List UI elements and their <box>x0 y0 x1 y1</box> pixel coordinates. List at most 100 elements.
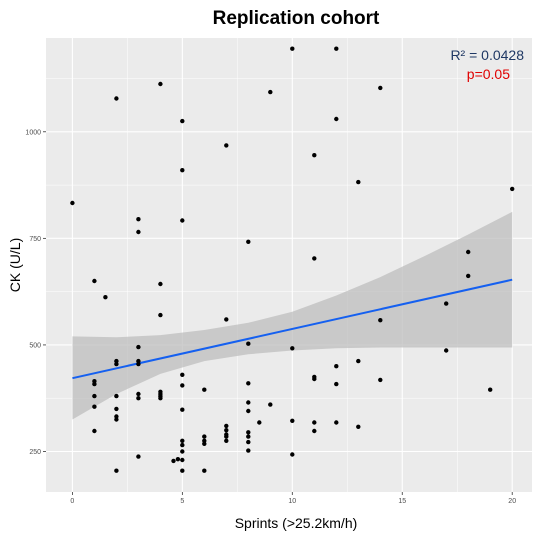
x-tick-label: 20 <box>508 498 516 505</box>
x-tick-label: 5 <box>180 498 184 505</box>
data-point <box>158 312 163 318</box>
data-point <box>334 420 339 425</box>
data-point <box>268 89 273 95</box>
data-point <box>114 406 119 412</box>
data-point <box>378 318 383 323</box>
data-point <box>180 218 185 223</box>
data-point <box>136 344 141 350</box>
data-point <box>114 393 119 399</box>
x-tick-label: 15 <box>398 498 406 505</box>
data-point <box>246 434 251 439</box>
data-point <box>246 439 251 445</box>
y-tick-label: 250 <box>29 449 41 456</box>
x-axis-title: Sprints (>25.2km/h) <box>235 515 358 531</box>
data-point <box>202 387 207 392</box>
data-point <box>180 438 185 443</box>
data-point <box>356 358 361 364</box>
data-point <box>136 396 141 401</box>
data-point <box>136 454 141 459</box>
data-point <box>180 442 185 448</box>
data-point <box>114 468 119 473</box>
data-point <box>136 217 141 222</box>
confidence-band-group <box>72 211 513 420</box>
data-point <box>180 383 185 388</box>
data-point <box>180 407 185 412</box>
data-point <box>136 229 141 235</box>
data-point <box>92 278 97 284</box>
data-point <box>444 348 449 353</box>
axis-ticks: 0 5 10 15 20 250 500 750 1000 <box>25 129 516 505</box>
data-point <box>312 428 317 434</box>
data-point <box>334 116 339 122</box>
y-axis-title: CK (U/L) <box>7 238 23 292</box>
data-point <box>92 381 97 387</box>
data-point <box>180 168 185 173</box>
gridlines <box>46 38 532 492</box>
x-tick-label: 10 <box>288 498 296 505</box>
data-point <box>180 372 185 377</box>
data-point <box>224 434 229 439</box>
data-point <box>246 448 251 453</box>
data-point <box>290 46 295 51</box>
data-point <box>158 81 163 87</box>
data-point <box>466 273 471 279</box>
data-point <box>171 458 176 464</box>
data-point <box>224 143 229 148</box>
y-tick-label: 750 <box>29 236 41 243</box>
data-point <box>180 457 185 463</box>
data-point <box>202 434 207 439</box>
data-point <box>92 393 97 399</box>
x-tick-label: 0 <box>70 498 74 505</box>
data-point <box>114 361 119 367</box>
data-point <box>334 46 339 51</box>
data-point <box>70 200 75 206</box>
data-point <box>180 118 185 124</box>
data-point <box>92 404 97 409</box>
data-point <box>180 449 185 454</box>
data-point <box>334 381 339 387</box>
data-point <box>158 396 163 401</box>
chart-title: Replication cohort <box>213 8 380 29</box>
data-point <box>312 420 317 425</box>
data-point <box>202 441 207 446</box>
data-point <box>290 346 295 351</box>
data-point <box>312 376 317 382</box>
data-points <box>70 46 515 473</box>
data-point <box>246 341 251 346</box>
confidence-band <box>72 211 513 420</box>
y-tick-label: 500 <box>29 342 41 349</box>
data-point <box>488 387 493 392</box>
data-point <box>290 452 295 457</box>
data-point <box>466 249 471 255</box>
data-point <box>312 256 317 261</box>
data-point <box>378 85 383 91</box>
data-point <box>246 408 251 414</box>
data-point <box>334 364 339 369</box>
p-value-annotation: p=0.05 <box>467 66 510 82</box>
data-point <box>180 468 185 473</box>
data-point <box>356 424 361 429</box>
data-point <box>510 186 515 192</box>
regression-line <box>72 278 513 380</box>
data-point <box>224 423 229 429</box>
data-point <box>268 402 273 407</box>
data-point <box>290 418 295 423</box>
fit-line-group <box>72 278 513 380</box>
data-point <box>246 430 251 435</box>
data-point <box>92 428 97 434</box>
data-point <box>246 239 251 244</box>
data-point <box>175 457 181 462</box>
data-point <box>257 420 262 425</box>
r-squared-annotation: R² = 0.0428 <box>450 47 524 63</box>
data-point <box>136 361 141 367</box>
data-point <box>136 391 141 397</box>
data-point <box>158 281 163 287</box>
data-point <box>444 301 449 306</box>
data-point <box>224 428 229 433</box>
data-point <box>202 468 207 473</box>
data-point <box>246 400 251 405</box>
data-point <box>378 377 383 383</box>
data-point <box>224 438 229 443</box>
data-point <box>224 317 229 322</box>
